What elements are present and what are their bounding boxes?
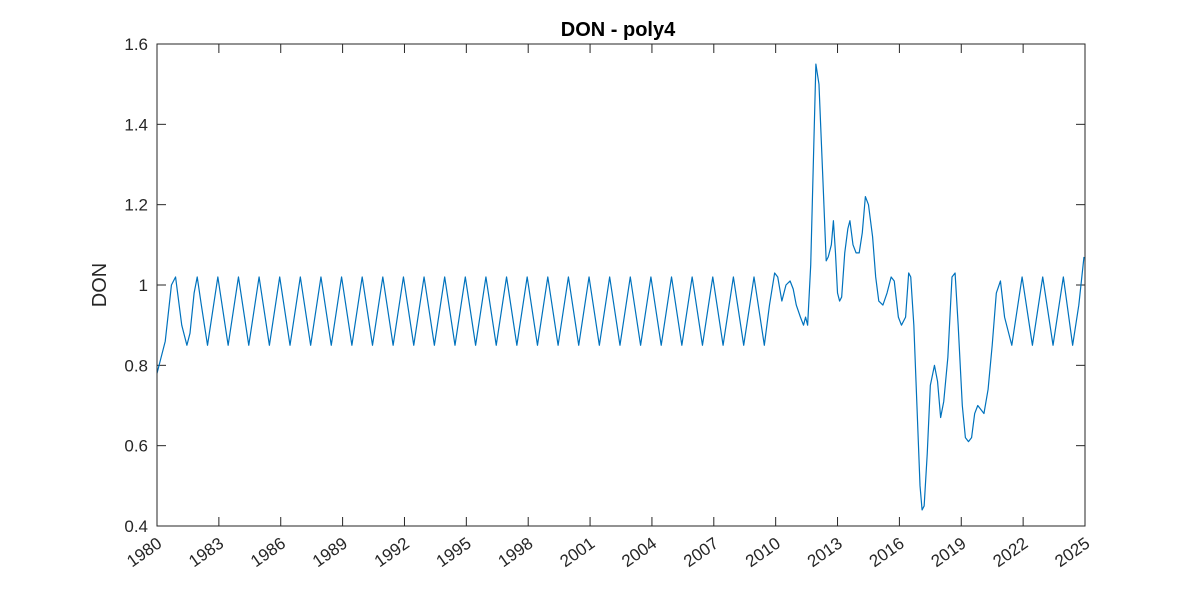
y-tick-label: 0.6	[124, 437, 148, 456]
y-tick-label: 1	[139, 276, 148, 295]
y-tick-label: 1.4	[124, 115, 148, 134]
y-tick-label: 0.8	[124, 356, 148, 375]
series-line	[156, 63, 1085, 511]
y-axis-label: DON	[89, 263, 111, 307]
axes-box	[156, 43, 1086, 527]
chart-title: DON - poly4	[561, 19, 676, 41]
plot-area	[156, 63, 1085, 511]
y-tick-label: 0.4	[124, 517, 148, 536]
y-tick-label: 1.2	[124, 196, 148, 215]
y-tick-label: 1.6	[124, 35, 148, 54]
